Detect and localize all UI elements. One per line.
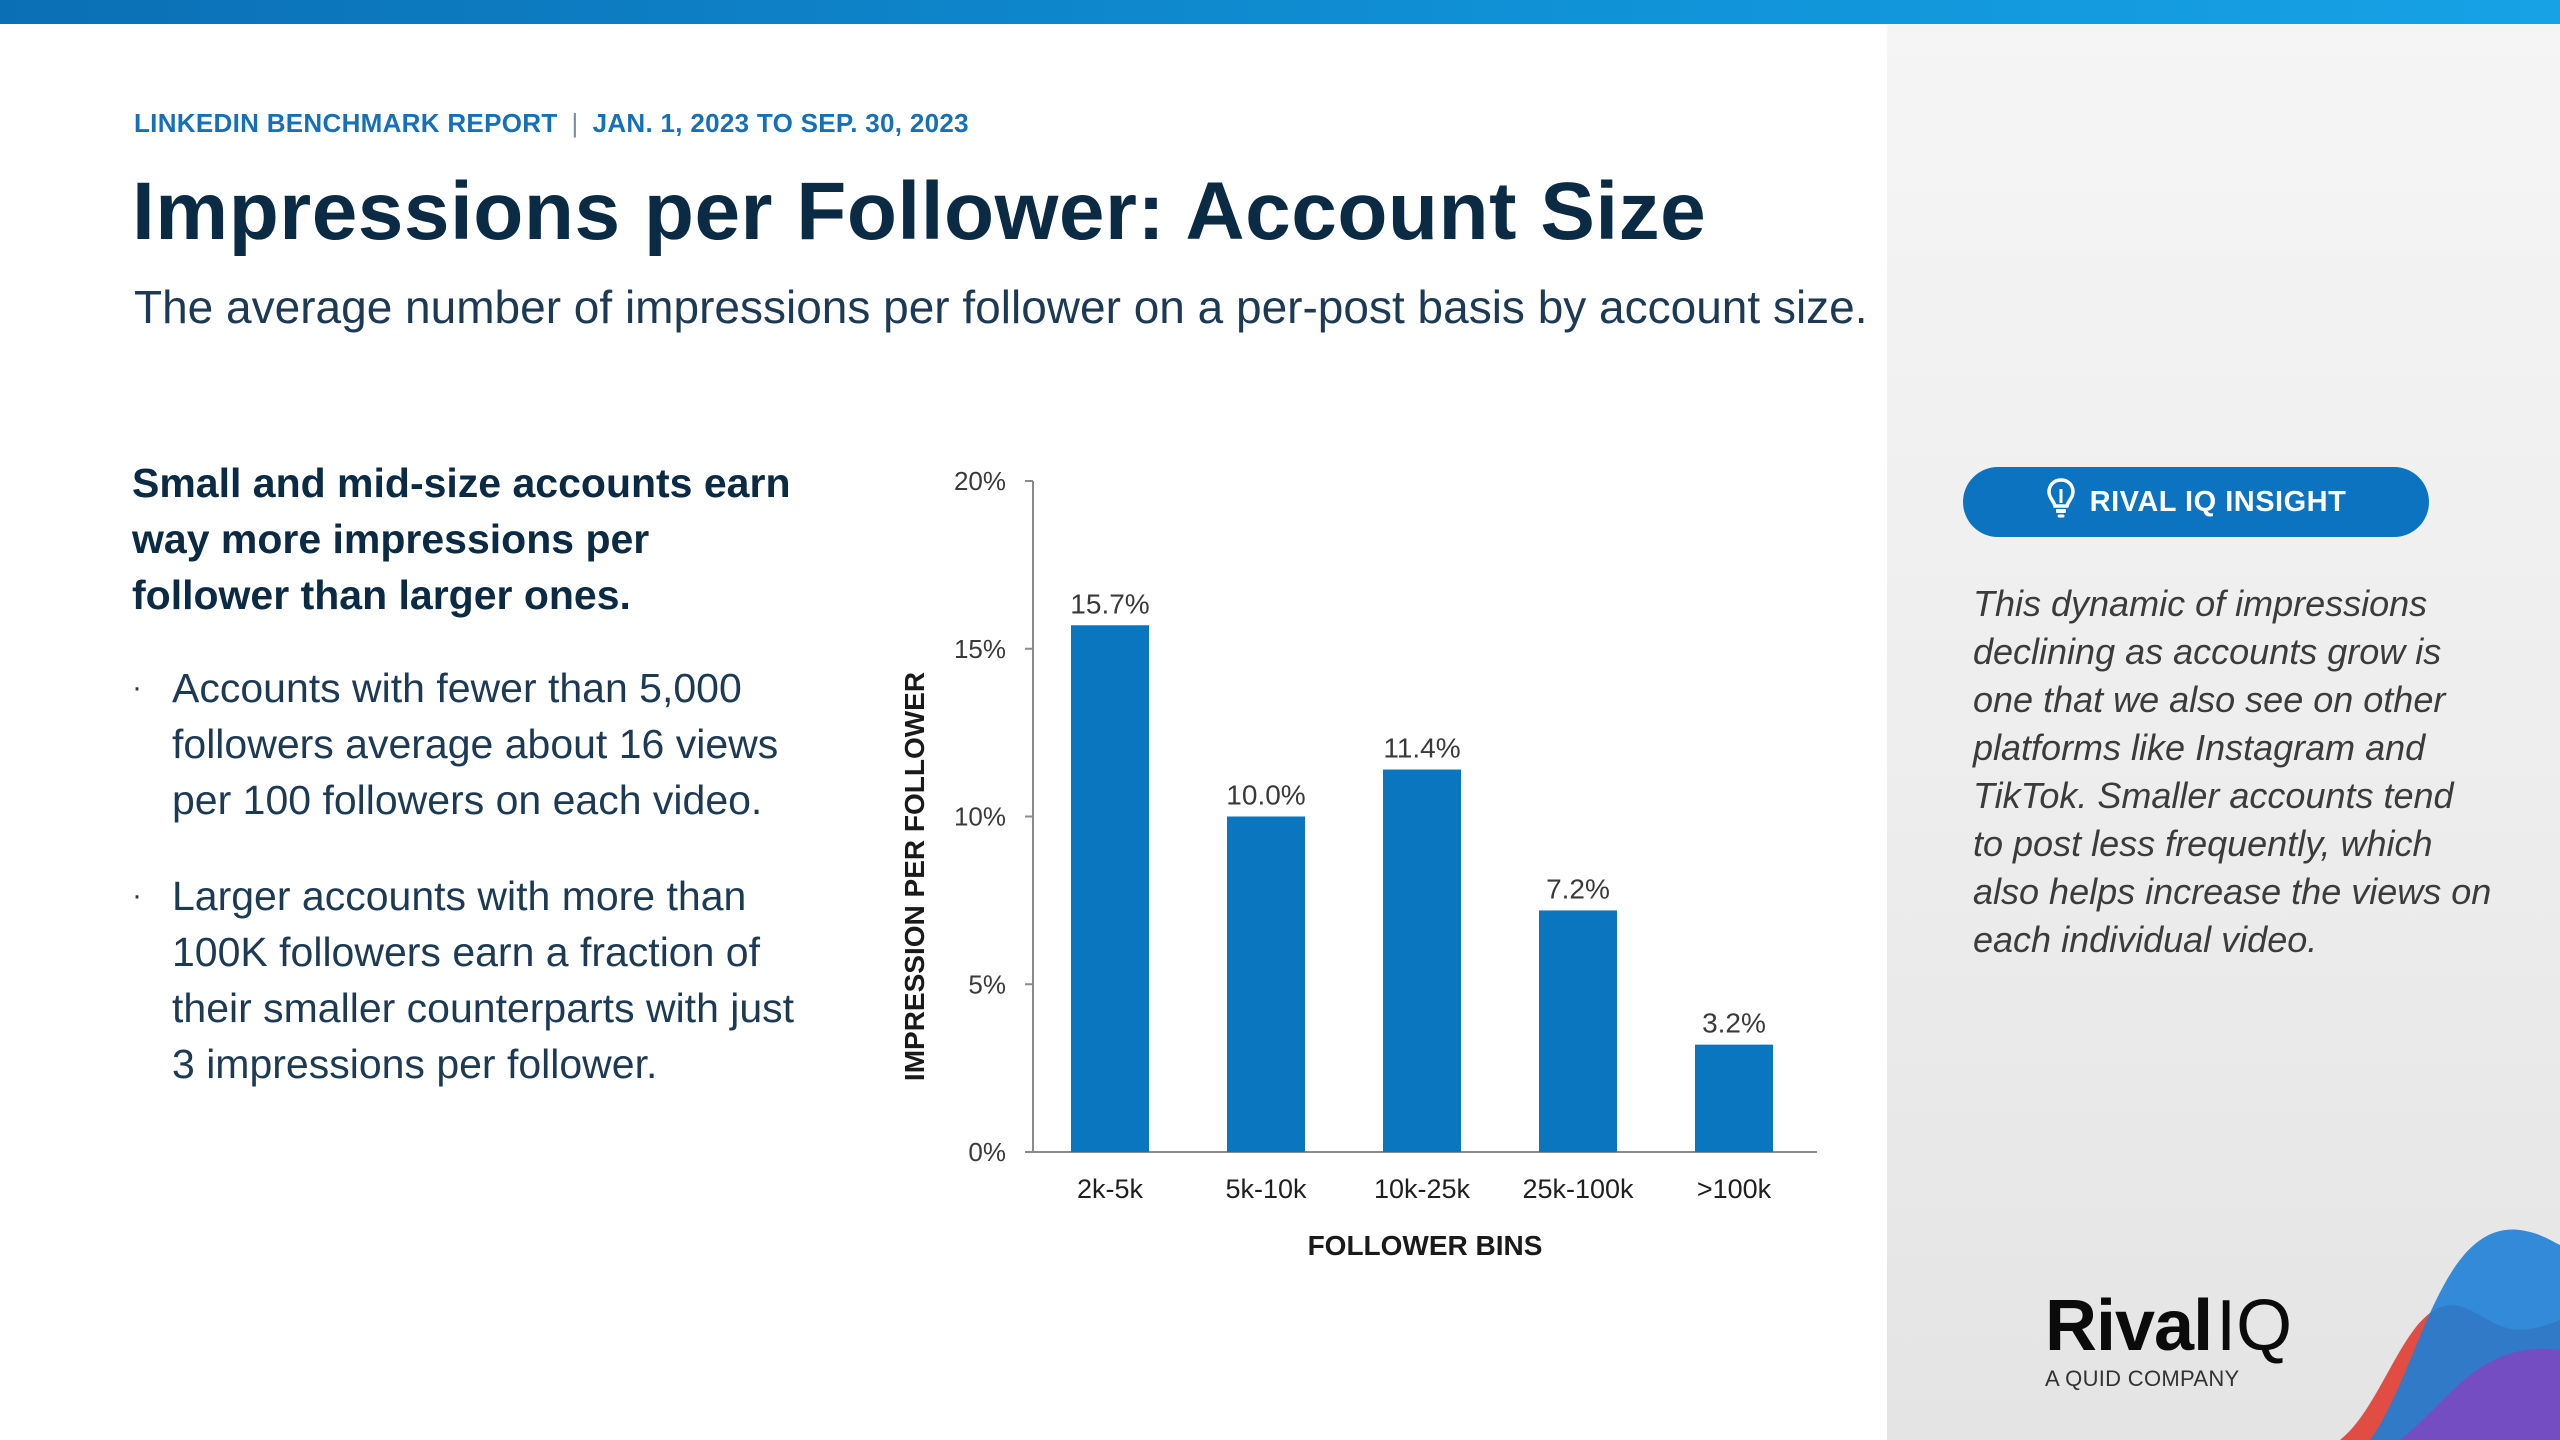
data-label: 15.7% — [1070, 588, 1149, 619]
x-tick-label: >100k — [1697, 1174, 1772, 1204]
data-label: 10.0% — [1226, 780, 1305, 811]
bullet-list: · Accounts with fewer than 5,000 followe… — [132, 660, 812, 1132]
top-accent-bar — [0, 0, 2560, 24]
bullet-item: · Accounts with fewer than 5,000 followe… — [132, 660, 812, 828]
bar-100k — [1695, 1044, 1773, 1152]
page-subtitle: The average number of impressions per fo… — [134, 281, 1868, 333]
x-tick-label: 2k-5k — [1077, 1174, 1144, 1204]
bar-chart: 0% 5% 10% 15% 20% 15.7% 2k-5k 10.0% 5k-10k 11.4% 1… — [899, 466, 1817, 1261]
page-title: Impressions per Follower: Account Size — [132, 166, 1707, 257]
report-eyebrow: LINKEDIN BENCHMARK REPORT | JAN. 1, 2023 T… — [134, 108, 969, 139]
x-tick-label: 25k-100k — [1522, 1174, 1634, 1204]
bullet-glyph: · — [132, 879, 142, 912]
brand-wordmark: RivalIQ — [2045, 1290, 2292, 1362]
insight-text: This dynamic of impressions declining as… — [1973, 583, 2492, 960]
bullet-item: · Larger accounts with more than 100K fo… — [132, 868, 812, 1092]
bullet-text: Accounts with fewer than 5,000 followers… — [172, 665, 779, 823]
lead-statement: Small and mid-size accounts earn way mor… — [132, 460, 791, 618]
bar-5k-10k — [1227, 816, 1305, 1152]
report-date-range: JAN. 1, 2023 TO SEP. 30, 2023 — [592, 108, 969, 138]
data-label: 11.4% — [1383, 733, 1460, 764]
y-tick-label: 0% — [968, 1137, 1006, 1167]
bar-10k-25k — [1383, 769, 1461, 1152]
bar-25k-100k — [1539, 910, 1617, 1152]
brand-tagline: A QUID COMPANY — [2045, 1366, 2240, 1391]
x-axis-title: FOLLOWER BINS — [1308, 1230, 1543, 1261]
brand-name-light: IQ — [2216, 1286, 2293, 1366]
bar-2k-5k — [1071, 625, 1149, 1152]
insight-badge-label: RIVAL IQ INSIGHT — [2089, 485, 2347, 518]
rival-iq-logo: RivalIQ A QUID COMPANY — [2045, 1290, 2292, 1392]
bullet-glyph: · — [132, 671, 142, 704]
eyebrow-separator: | — [571, 108, 579, 138]
y-tick-label: 10% — [954, 802, 1006, 832]
data-label: 3.2% — [1702, 1008, 1766, 1039]
y-tick-label: 5% — [968, 969, 1006, 999]
insight-panel — [1887, 24, 2560, 1440]
x-tick-label: 10k-25k — [1374, 1174, 1471, 1204]
brand-name-bold: Rival — [2045, 1286, 2213, 1366]
y-tick-label: 15% — [954, 634, 1006, 664]
lightbulb-icon — [2046, 477, 2076, 527]
y-tick-label: 20% — [954, 466, 1006, 496]
insight-badge: RIVAL IQ INSIGHT — [1963, 467, 2429, 537]
decorative-waves — [2340, 1229, 2560, 1440]
x-tick-label: 5k-10k — [1225, 1174, 1307, 1204]
data-label: 7.2% — [1546, 873, 1610, 904]
y-axis-title: IMPRESSION PER FOLLOWER — [899, 672, 930, 1081]
bullet-text: Larger accounts with more than 100K foll… — [172, 873, 795, 1087]
report-name: LINKEDIN BENCHMARK REPORT — [134, 108, 558, 138]
